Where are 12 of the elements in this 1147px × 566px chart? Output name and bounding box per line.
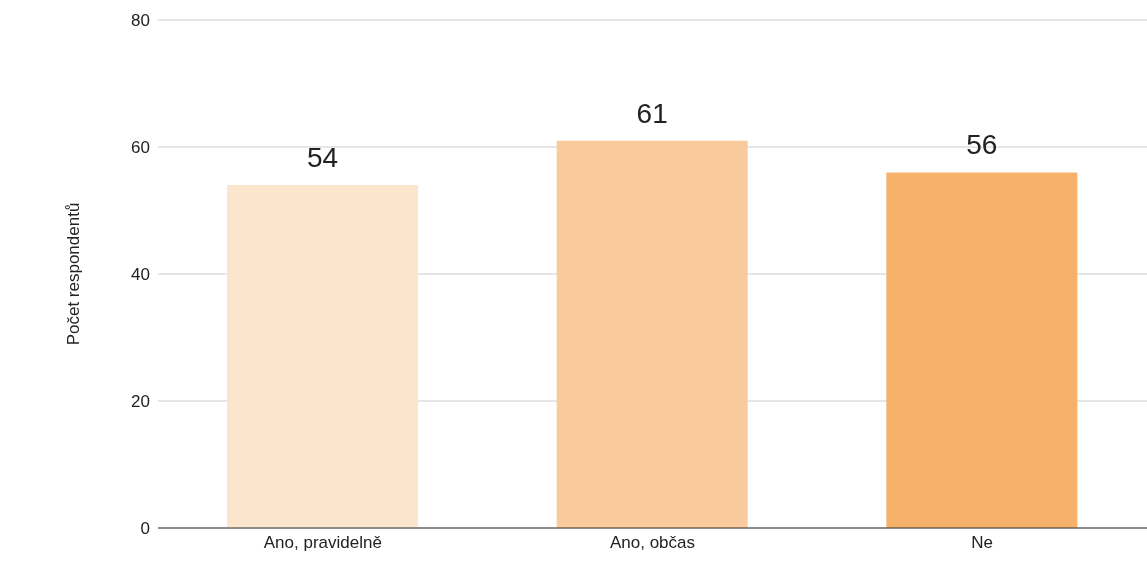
x-tick-label: Ano, občas [609,533,696,553]
x-tick-label: Ne [971,533,994,553]
data-label: 56 [966,129,998,161]
y-tick-label: 20 [131,392,150,412]
y-tick-label: 40 [131,265,150,285]
y-tick-label: 0 [140,519,150,539]
y-tick-label: 60 [131,138,150,158]
x-tick-label: Ano, pravidelně [263,533,382,553]
y-tick-label: 80 [131,11,150,31]
y-axis-title: Počet respondentů [64,202,84,346]
data-label: 61 [636,97,668,129]
data-label: 54 [306,142,339,174]
